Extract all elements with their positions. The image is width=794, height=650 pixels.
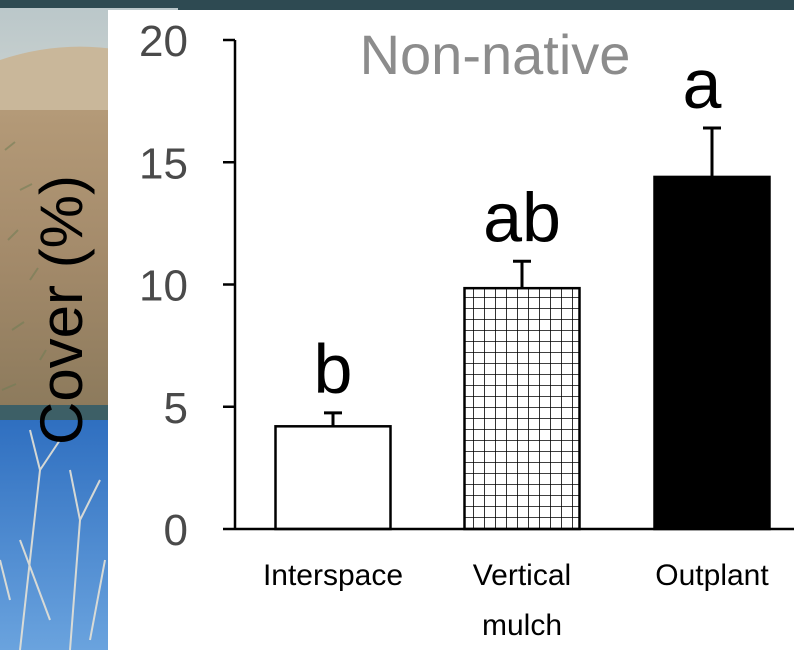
x-tick-label: mulch — [482, 609, 562, 642]
bar — [274, 425, 392, 531]
y-tick-label: 20 — [139, 17, 188, 66]
y-tick-label: 5 — [164, 384, 188, 433]
y-axis-label: Cover (%) — [28, 175, 95, 445]
x-tick-label: Outplant — [655, 559, 769, 592]
bar — [463, 286, 581, 531]
significance-letter: ab — [483, 178, 561, 256]
top-color-band — [178, 0, 794, 10]
y-tick-label: 10 — [139, 262, 188, 311]
significance-letter: b — [314, 330, 353, 408]
significance-letter: a — [683, 45, 722, 123]
chart-title: Non-native — [360, 23, 631, 86]
y-tick-label: 15 — [139, 139, 188, 188]
y-tick-label: 0 — [164, 506, 188, 555]
bar — [653, 175, 771, 531]
x-tick-label: Vertical — [473, 559, 571, 592]
x-tick-label: Interspace — [263, 559, 403, 592]
